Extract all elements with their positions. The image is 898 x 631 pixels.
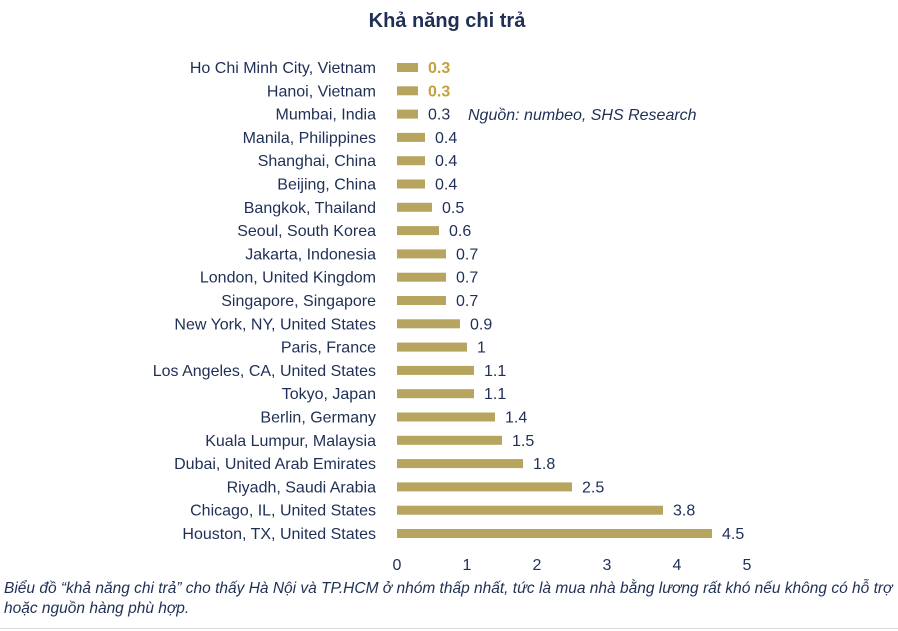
- category-label: Seoul, South Korea: [237, 223, 376, 240]
- value-label: 0.9: [470, 316, 492, 333]
- x-tick-label-group: 0 1 2 3 4 5: [393, 557, 752, 574]
- category-label: Ho Chi Minh City, Vietnam: [190, 60, 376, 77]
- category-label: Tokyo, Japan: [282, 386, 376, 403]
- category-label: Shanghai, China: [258, 153, 376, 170]
- value-label: 2.5: [582, 479, 604, 496]
- value-label: 0.7: [456, 270, 478, 287]
- category-label: Kuala Lumpur, Malaysia: [205, 433, 376, 450]
- bar: [397, 156, 425, 166]
- bottom-divider: [0, 628, 898, 629]
- category-label: Berlin, Germany: [260, 410, 376, 427]
- x-tick-label: 2: [533, 557, 542, 574]
- affordability-bar-chart: Khả năng chi trả Ho Chi Minh City, Vietn…: [153, 10, 752, 574]
- bar: [397, 86, 418, 96]
- value-label: 1: [477, 340, 486, 357]
- value-label: 1.8: [533, 456, 555, 473]
- bar-group: [397, 63, 712, 538]
- x-tick-label: 4: [673, 557, 682, 574]
- bar: [397, 505, 663, 515]
- category-label: London, United Kingdom: [200, 270, 376, 287]
- category-label: Manila, Philippines: [243, 130, 376, 147]
- bar: [397, 319, 460, 329]
- value-label: 0.4: [435, 130, 457, 147]
- bar: [397, 529, 712, 538]
- bar: [397, 132, 425, 142]
- x-tick-label: 3: [603, 557, 612, 574]
- bar: [397, 63, 418, 72]
- source-note: Nguồn: numbeo, SHS Research: [468, 107, 697, 124]
- value-label: 0.7: [456, 293, 478, 310]
- category-label: Bangkok, Thailand: [244, 200, 376, 217]
- bar: [397, 412, 495, 422]
- category-label: Los Angeles, CA, United States: [153, 363, 376, 380]
- bar: [397, 342, 467, 352]
- bar: [397, 179, 425, 189]
- bar: [397, 482, 572, 492]
- value-label: 0.4: [435, 153, 457, 170]
- x-tick-label: 1: [463, 557, 472, 574]
- bar: [397, 459, 523, 469]
- category-label: Houston, TX, United States: [182, 526, 376, 543]
- category-label: Mumbai, India: [276, 107, 377, 124]
- bar: [397, 296, 446, 305]
- bar: [397, 435, 502, 445]
- value-label: 1.1: [484, 386, 506, 403]
- x-tick-label: 5: [743, 557, 752, 574]
- category-label-group: Ho Chi Minh City, Vietnam Hanoi, Vietnam M…: [153, 60, 376, 543]
- value-label: 0.3: [428, 83, 450, 100]
- category-label: Singapore, Singapore: [221, 293, 376, 310]
- value-label: 1.1: [484, 363, 506, 380]
- x-tick-label: 0: [393, 557, 402, 574]
- category-label: New York, NY, United States: [174, 316, 376, 333]
- value-label: 0.6: [449, 223, 471, 240]
- category-label: Beijing, China: [277, 177, 376, 194]
- category-label: Jakarta, Indonesia: [245, 246, 376, 263]
- value-label: 0.3: [428, 107, 450, 124]
- value-label: 1.5: [512, 433, 534, 450]
- value-label: 3.8: [673, 503, 695, 520]
- chart-caption: Biểu đồ “khả năng chi trả” cho thấy Hà N…: [4, 580, 893, 617]
- value-label: 0.3: [428, 60, 450, 77]
- chart-title: Khả năng chi trả: [369, 10, 527, 32]
- category-label: Hanoi, Vietnam: [267, 83, 376, 100]
- value-label: 0.4: [435, 177, 457, 194]
- value-label: 0.7: [456, 246, 478, 263]
- category-label: Paris, France: [281, 340, 376, 357]
- bar: [397, 226, 439, 236]
- bar: [397, 389, 474, 399]
- category-label: Dubai, United Arab Emirates: [174, 456, 376, 473]
- bar: [397, 109, 418, 119]
- bar: [397, 202, 432, 212]
- bar: [397, 272, 446, 282]
- bar: [397, 365, 474, 375]
- value-label-group: 0.3 0.3 0.3 0.4 0.4 0.4 0.5 0.6 0.7 0.7 0.7 0.9 1 1.1…: [428, 60, 744, 543]
- category-label: Chicago, IL, United States: [190, 503, 376, 520]
- value-label: 1.4: [505, 410, 527, 427]
- value-label: 4.5: [722, 526, 744, 543]
- value-label: 0.5: [442, 200, 464, 217]
- bar: [397, 249, 446, 259]
- category-label: Riyadh, Saudi Arabia: [227, 479, 377, 496]
